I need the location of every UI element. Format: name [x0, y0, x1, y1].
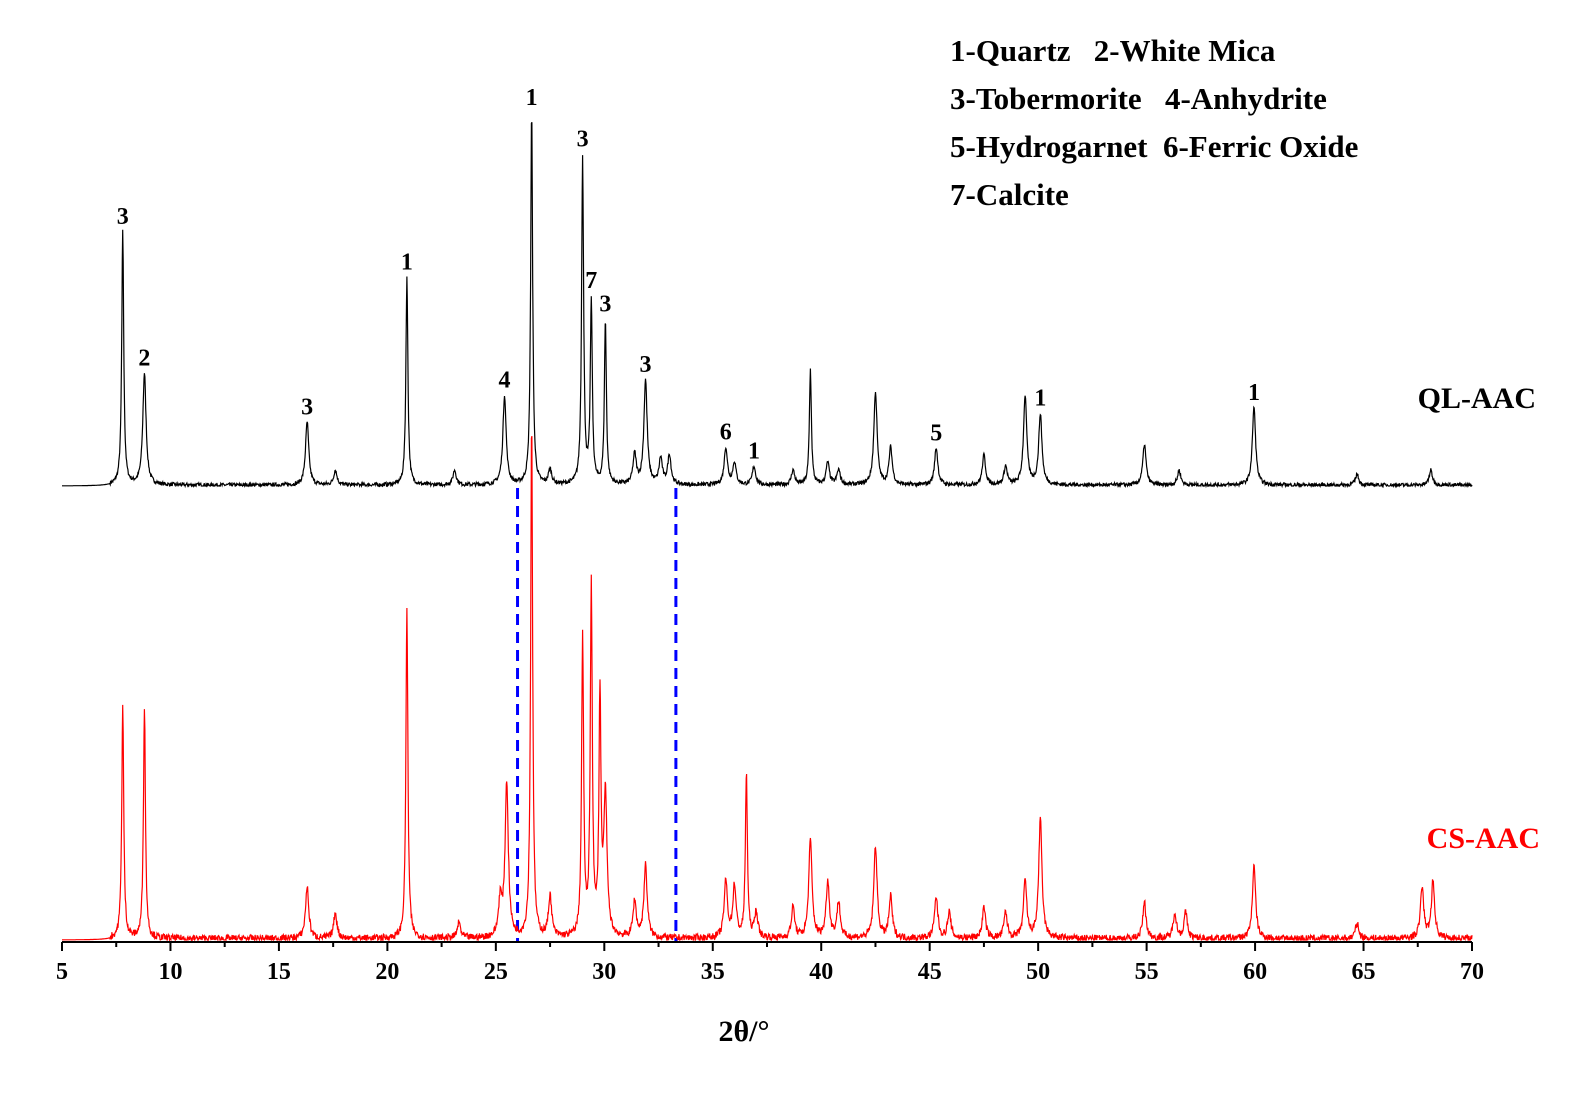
- peak-label: 5: [930, 420, 942, 446]
- peak-label: 1: [401, 249, 413, 275]
- x-tick-label: 70: [1460, 959, 1484, 985]
- series-label-ql-aac: QL-AAC: [1418, 382, 1536, 415]
- x-axis-title: 2θ/°: [719, 1015, 770, 1048]
- peak-label: 3: [577, 126, 589, 152]
- peak-label: 6: [720, 419, 732, 445]
- x-tick-label: 30: [592, 959, 616, 985]
- peak-label: 1: [526, 85, 538, 111]
- x-axis: 5 10 15 20 25 30 35 40 45 50 55 60 65 70: [56, 941, 1484, 985]
- peak-label: 7: [585, 268, 597, 294]
- series-line-ql-aac: [62, 122, 1473, 489]
- series-label-cs-aac: CS-AAC: [1427, 822, 1540, 855]
- legend-line-3: 5-Hydrogarnet 6-Ferric Oxide: [950, 129, 1358, 164]
- x-tick-label: 60: [1243, 959, 1267, 985]
- peak-label: 3: [640, 352, 652, 378]
- peak-label: 3: [301, 395, 313, 421]
- series-line-cs-aac: [62, 435, 1473, 943]
- x-tick-label: 15: [267, 959, 291, 985]
- peak-label: 1: [1248, 380, 1260, 406]
- x-tick-label: 45: [918, 959, 942, 985]
- legend-line-1: 1-Quartz 2-White Mica: [950, 33, 1276, 68]
- x-tick-label: 35: [701, 959, 725, 985]
- peak-label: 3: [599, 291, 611, 317]
- x-tick-label: 55: [1135, 959, 1159, 985]
- reference-lines: [516, 488, 678, 942]
- x-tick-label: 25: [484, 959, 508, 985]
- x-tick-label: 50: [1026, 959, 1050, 985]
- x-tick-label: 40: [809, 959, 833, 985]
- peak-label: 1: [748, 439, 760, 465]
- legend: 1-Quartz 2-White Mica 3-Tobermorite 4-An…: [950, 33, 1358, 212]
- x-tick-label: 10: [158, 959, 182, 985]
- x-tick-label: 5: [56, 959, 68, 985]
- legend-line-2: 3-Tobermorite 4-Anhydrite: [950, 81, 1327, 116]
- x-tick-label: 65: [1352, 959, 1376, 985]
- peak-label: 2: [138, 346, 150, 372]
- legend-line-4: 7-Calcite: [950, 177, 1069, 212]
- peak-label: 3: [117, 204, 129, 230]
- peak-label: 4: [499, 368, 511, 394]
- x-tick-label: 20: [375, 959, 399, 985]
- peak-label: 1: [1034, 386, 1046, 412]
